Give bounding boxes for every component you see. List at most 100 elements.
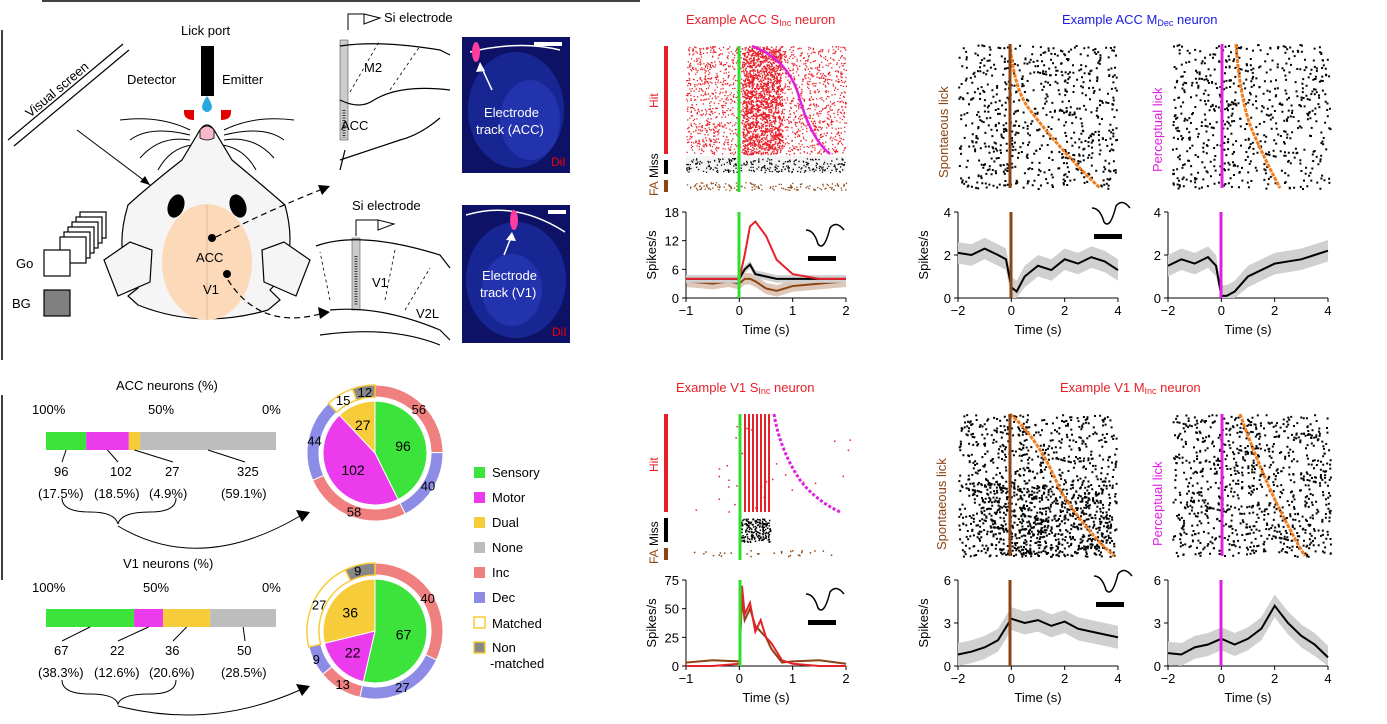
y-tick-label: 6	[672, 262, 679, 277]
bar-percent-label: (38.3%)	[38, 665, 84, 680]
bar-percent-label: (28.5%)	[221, 665, 267, 680]
y-tick-label: 3	[944, 616, 951, 631]
hit-spikes-dense	[742, 46, 784, 156]
hit-spike-column	[744, 414, 746, 512]
spont-line	[957, 247, 1119, 294]
pie-outer-slice	[351, 384, 376, 402]
acc-percep-label: Perceptual lick	[1150, 87, 1165, 172]
acc-s-waveform	[805, 223, 845, 247]
pie-outer-label: 9	[354, 564, 361, 579]
pie-ring-divider	[322, 400, 428, 506]
miss-bar-indicator	[664, 160, 668, 174]
y-tick-label: 0	[672, 659, 679, 674]
acc-spont-label: Spontaeous lick	[936, 86, 951, 178]
bar-leader-line	[172, 626, 187, 642]
bg-stimulus	[43, 289, 71, 317]
acc-bar-tick-100: 100%	[32, 402, 66, 417]
x-tick-label: 0	[1218, 303, 1225, 318]
x-axis-label: Time (s)	[742, 322, 789, 337]
y-axis-label: Spikes/s	[644, 230, 659, 280]
bar-segment-dual	[162, 609, 211, 627]
percep-raster-spikes	[1172, 44, 1332, 190]
y-tick-label: 2	[944, 248, 951, 263]
pie-inner-label: 67	[396, 626, 412, 642]
spont-line	[957, 617, 1119, 656]
y-tick-label: 0	[672, 291, 679, 306]
x-axis-label: Time (s)	[1224, 322, 1271, 337]
spont-error-band	[958, 237, 1118, 298]
y-tick-label: 6	[1154, 573, 1161, 588]
v1-miss-label: Miss	[647, 521, 661, 546]
track-v1-line2: track (V1)	[480, 285, 536, 300]
percep-error-band	[1168, 239, 1328, 298]
y-tick-label: 4	[944, 205, 951, 220]
hit-bar-indicator	[664, 414, 668, 512]
x-tick-label: 0	[1218, 671, 1225, 686]
v1-bar-tick-50: 50%	[143, 580, 169, 595]
acc-m-scale-bar	[1094, 234, 1122, 239]
y-tick-label: 6	[944, 573, 951, 588]
m2-label: M2	[364, 60, 382, 75]
bar-percent-label: (59.1%)	[221, 486, 267, 501]
x-tick-label: −1	[679, 303, 694, 318]
v2l-label: V2L	[416, 306, 439, 321]
hit-spikes-sparse	[695, 425, 851, 513]
percep-error-band	[1168, 594, 1328, 666]
pie-outer-label: 40	[420, 591, 434, 606]
x-tick-label: 2	[842, 303, 849, 318]
acc-bar-tick-50: 50%	[148, 402, 174, 417]
miss-spikes	[740, 518, 772, 543]
bar-percent-label: (12.6%)	[94, 665, 140, 680]
title-v1-s: Example V1 SInc neuron	[676, 380, 814, 396]
y-tick-label: 3	[1154, 616, 1161, 631]
bar-leader-line	[107, 449, 119, 463]
x-tick-label: 0	[1008, 671, 1015, 686]
spont-lick-curve	[1009, 412, 1116, 558]
x-tick-label: 4	[1114, 671, 1121, 686]
x-tick-label: 0	[1008, 303, 1015, 318]
v1-bar-tick-100: 100%	[32, 580, 66, 595]
pie-inner-label: 22	[345, 644, 361, 660]
histology-v1: Electrode track (V1) DiI	[462, 205, 570, 343]
bar-segment-sensory	[46, 609, 135, 627]
legend: Sensory Motor Dual None Inc Dec Matched …	[473, 465, 544, 671]
title-acc-m: Example ACC MDec neuron	[1062, 12, 1217, 28]
bar-count-label: 22	[110, 643, 124, 658]
coronal-section-v1: Si electrode V1 V2L	[315, 198, 451, 346]
bar-leader-line	[242, 626, 246, 642]
fa-line	[685, 597, 847, 665]
x-axis-label: Time (s)	[1224, 690, 1271, 705]
percep-lick-curve	[1234, 43, 1282, 189]
legend-dec: Dec	[492, 590, 516, 605]
spont-lick-curve	[1008, 43, 1102, 190]
acc-bar-title: ACC neurons (%)	[116, 378, 218, 393]
bar-percent-label: (17.5%)	[38, 486, 84, 501]
fa-bar-indicator	[664, 180, 668, 192]
legend-none: None	[492, 540, 523, 555]
x-tick-label: −2	[1161, 671, 1176, 686]
y-axis-label: Spikes/s	[916, 598, 931, 648]
hit-spike-column	[764, 414, 766, 512]
hit-spike-column	[748, 414, 750, 512]
percep-line	[1167, 249, 1329, 297]
emitter-label: Emitter	[222, 72, 264, 87]
v1-s-waveform	[805, 587, 845, 611]
acc-fa-label: FA	[647, 181, 661, 196]
go-label: Go	[16, 256, 33, 271]
pie-outer-label: 9	[313, 652, 320, 667]
detector-label: Detector	[127, 72, 177, 87]
hit-spike-column	[752, 414, 754, 512]
percep-raster-spikes	[1172, 414, 1332, 558]
x-axis-label: Time (s)	[742, 690, 789, 705]
bar-segment-none	[210, 609, 276, 627]
fa-spikes	[686, 182, 848, 192]
acc-s-scale-bar	[808, 256, 836, 261]
x-tick-label: 1	[789, 671, 796, 686]
title-acc-s: Example ACC SInc neuron	[686, 12, 835, 28]
miss-spikes	[686, 158, 846, 174]
bar-percent-label: (18.5%)	[94, 486, 140, 501]
x-tick-label: 0	[736, 671, 743, 686]
track-acc-line1: Electrode	[484, 105, 539, 120]
